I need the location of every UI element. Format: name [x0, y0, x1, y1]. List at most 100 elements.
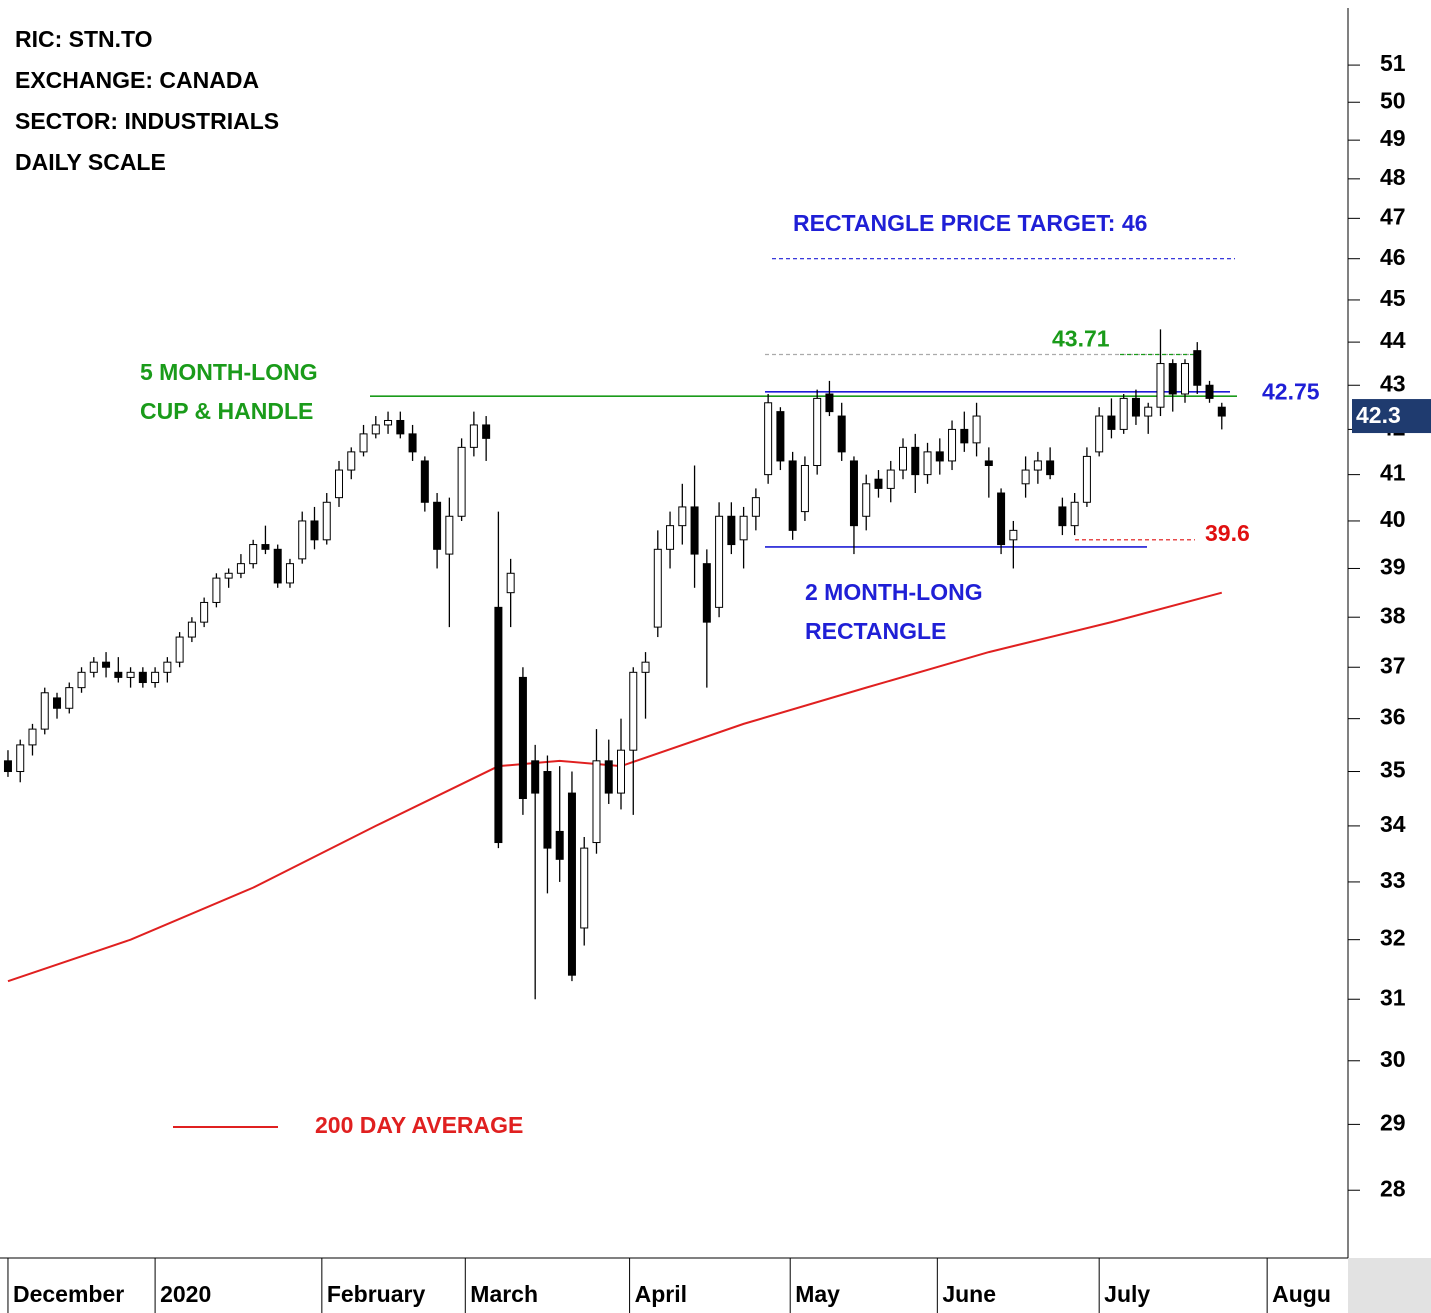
y-tick-label: 51 — [1380, 50, 1406, 76]
candle-body — [457, 446, 466, 517]
candle-body — [1217, 406, 1226, 417]
candle-body — [335, 469, 344, 499]
candle-body — [322, 501, 331, 541]
annotation: CUP & HANDLE — [140, 398, 313, 424]
x-tick-label: Augu — [1272, 1281, 1331, 1307]
last-price-box — [1352, 399, 1431, 434]
candle-body — [948, 428, 957, 462]
y-tick-label: 38 — [1380, 602, 1406, 628]
candle-body — [1119, 397, 1128, 430]
x-tick-label: July — [1104, 1281, 1150, 1307]
candle-body — [911, 446, 920, 476]
candle-body — [1095, 415, 1104, 453]
candle-body — [641, 661, 650, 673]
candle-body — [506, 572, 515, 594]
y-tick-label: 45 — [1380, 285, 1406, 311]
y-tick-label: 50 — [1380, 87, 1406, 113]
y-tick-label: 37 — [1380, 652, 1406, 678]
candle-body — [972, 415, 981, 444]
candle-body — [1144, 406, 1153, 417]
candle-body — [494, 606, 503, 844]
candle-body — [874, 478, 883, 489]
y-tick-label: 32 — [1380, 925, 1406, 951]
candle-body — [396, 419, 405, 435]
level-label: 43.71 — [1052, 326, 1110, 352]
candle-body — [126, 671, 135, 678]
candle-body — [1046, 460, 1055, 476]
candle-body — [65, 687, 74, 709]
candle-body — [592, 760, 601, 844]
candle-body — [886, 469, 895, 489]
candle-body — [555, 830, 564, 860]
candle-body — [531, 760, 540, 794]
candle-body — [899, 446, 908, 471]
candle-body — [984, 460, 993, 466]
candle-body — [212, 577, 221, 603]
candle-body — [138, 671, 147, 684]
candle-body — [764, 402, 773, 476]
candle-body — [1193, 350, 1202, 386]
annotation: RECTANGLE — [805, 618, 946, 644]
info-text: DAILY SCALE — [15, 149, 166, 175]
candle-body — [960, 428, 969, 444]
candle-body — [776, 411, 785, 462]
moving-average — [7, 591, 1223, 983]
candle-body — [433, 501, 442, 550]
candle-body — [102, 661, 111, 668]
candle-body — [788, 460, 797, 531]
candle-body — [653, 548, 662, 628]
candle-body — [236, 563, 245, 574]
candle-body — [923, 451, 932, 476]
y-tick-label: 49 — [1380, 125, 1406, 151]
level-label: 39.6 — [1205, 520, 1250, 546]
candle-body — [1156, 363, 1165, 408]
y-tick-label: 48 — [1380, 164, 1406, 190]
candle-body — [702, 563, 711, 623]
candle-body — [617, 749, 626, 794]
info-text: EXCHANGE: CANADA — [15, 67, 259, 93]
y-tick-label: 39 — [1380, 554, 1406, 580]
candle-body — [175, 636, 184, 663]
candle-body — [1205, 384, 1214, 399]
annotation: RECTANGLE PRICE TARGET: 46 — [793, 210, 1147, 236]
candle-body — [1070, 501, 1079, 527]
y-tick-label: 40 — [1380, 506, 1406, 532]
candle-body — [678, 506, 687, 527]
candle-body — [261, 544, 270, 550]
candle-body — [77, 671, 86, 689]
candle-body — [1107, 415, 1116, 430]
candle-body — [604, 760, 613, 794]
candle-body — [151, 671, 160, 684]
info-text: RIC: STN.TO — [15, 26, 153, 52]
legend-label: 200 DAY AVERAGE — [315, 1112, 523, 1138]
candle-body — [666, 525, 675, 550]
candle-body — [715, 515, 724, 608]
candle-body — [371, 424, 380, 435]
level-label: 42.75 — [1262, 378, 1320, 404]
y-tick-label: 33 — [1380, 867, 1406, 893]
y-tick-label: 36 — [1380, 704, 1406, 730]
candle-body — [727, 515, 736, 546]
candle-body — [1009, 529, 1018, 541]
candle-body — [16, 744, 25, 773]
y-tick-label: 43 — [1380, 370, 1406, 396]
y-tick-label: 41 — [1380, 460, 1406, 486]
candle-body — [445, 515, 454, 555]
candle-body — [518, 676, 527, 800]
candle-body — [200, 601, 209, 623]
x-tick-label: April — [635, 1281, 687, 1307]
candle-body — [359, 433, 368, 453]
candle-body — [187, 621, 196, 638]
candle-body — [690, 506, 699, 555]
candle-body — [935, 451, 944, 462]
candle-body — [1058, 506, 1067, 527]
candle-body — [1033, 460, 1042, 471]
y-tick-label: 35 — [1380, 757, 1406, 783]
axis-corner — [1348, 1258, 1431, 1313]
x-tick-label: December — [13, 1281, 124, 1307]
candle-body — [1168, 363, 1177, 395]
candle-body — [825, 393, 834, 413]
candle-body — [1021, 469, 1030, 485]
candle-body — [751, 497, 760, 517]
